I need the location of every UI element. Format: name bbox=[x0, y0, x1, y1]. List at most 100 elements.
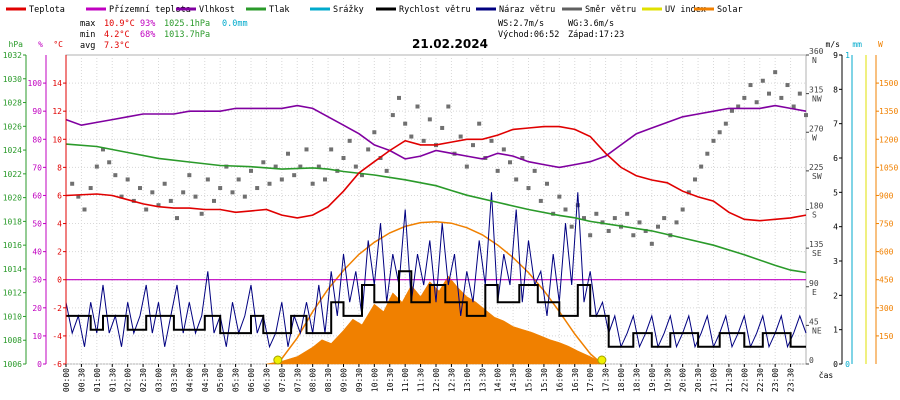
wind-dir-point-30 bbox=[255, 186, 260, 191]
legend-item-1: Přízemní teplota bbox=[86, 5, 191, 15]
wind-dir-point-70 bbox=[501, 147, 506, 152]
wind-dir-point-39 bbox=[310, 181, 315, 186]
legend-item-3: Tlak bbox=[246, 5, 289, 15]
wind-dir-point-33 bbox=[273, 164, 278, 169]
solar-tick-label-8: 1350 bbox=[879, 107, 898, 116]
time-tick-label-28: 14:00 bbox=[494, 368, 503, 392]
wind-dir-point-24 bbox=[218, 186, 223, 191]
legend: Teplota Přízemní teplota Vlhkost Tlak Srážky… bbox=[6, 5, 743, 15]
wind-dir-point-48 bbox=[366, 147, 371, 152]
wind-dir-point-63 bbox=[458, 134, 463, 139]
temperature-tick-label-0: -6 bbox=[52, 360, 62, 369]
wind-dir-point-91 bbox=[631, 233, 636, 238]
wind-dir-point-34 bbox=[279, 177, 284, 182]
time-tick-label-15: 07:30 bbox=[293, 368, 302, 392]
wind-dir-point-20 bbox=[193, 194, 198, 199]
legend-label-1: Přízemní teplota bbox=[109, 5, 191, 15]
humidity-axis-unit: % bbox=[38, 40, 43, 49]
pressure-tick-label-2: 1010 bbox=[3, 312, 22, 321]
wind-dir-point-114 bbox=[773, 70, 778, 75]
wind-dir-point-49 bbox=[372, 130, 377, 135]
wind-dir-point-12 bbox=[144, 207, 149, 212]
humidity-line bbox=[65, 104, 807, 169]
wind-dir-point-56 bbox=[415, 104, 420, 109]
wind-dir-point-17 bbox=[175, 216, 179, 221]
time-tick-label-9: 04:30 bbox=[201, 368, 210, 392]
stat-avg-label: avg bbox=[80, 41, 95, 51]
humidity-tick-label-10: 100 bbox=[28, 79, 43, 88]
wind-dir-point-37 bbox=[298, 164, 303, 169]
direction-tick-label-5: 225 bbox=[809, 163, 824, 172]
legend-item-4: Srážky bbox=[310, 5, 364, 15]
wind-dir-point-100 bbox=[686, 190, 691, 195]
temperature-line bbox=[65, 125, 807, 222]
time-tick-label-25: 12:30 bbox=[447, 368, 456, 392]
wind-dir-point-61 bbox=[446, 104, 451, 109]
wind-dir-point-81 bbox=[569, 224, 574, 229]
chart-date-title: 21.02.2024 bbox=[412, 37, 488, 51]
wind-dir-point-27 bbox=[236, 177, 241, 182]
legend-item-2: Vlhkost bbox=[176, 5, 235, 15]
direction-tick-label-1: 45 bbox=[809, 317, 819, 326]
solar-axis-unit: W bbox=[878, 40, 883, 49]
wind-dir-point-95 bbox=[656, 224, 660, 229]
time-tick-label-5: 02:30 bbox=[139, 368, 148, 392]
wind-dir-point-90 bbox=[625, 211, 630, 216]
wind-dir-point-118 bbox=[797, 91, 802, 96]
wind-dir-point-102 bbox=[699, 164, 704, 169]
solar-area bbox=[266, 275, 606, 365]
direction-name-1: NE bbox=[812, 326, 822, 335]
pressure-tick-label-11: 1028 bbox=[3, 99, 22, 108]
wind-dir-point-45 bbox=[347, 138, 352, 143]
wind-axis-unit: m/s bbox=[826, 40, 841, 49]
legend-item-5: Rychlost větru bbox=[376, 5, 471, 15]
wind-dir-point-5 bbox=[101, 147, 105, 152]
time-tick-label-22: 11:00 bbox=[401, 368, 410, 392]
wind-tick-label-7: 7 bbox=[833, 120, 838, 129]
humidity-tick-label-6: 60 bbox=[32, 191, 42, 200]
time-tick-label-31: 15:30 bbox=[540, 368, 549, 392]
wind-dir-point-74 bbox=[526, 186, 531, 191]
time-tick-label-32: 16:00 bbox=[555, 368, 564, 392]
wind-dir-point-77 bbox=[545, 181, 549, 186]
stat-min-press: 1013.7hPa bbox=[164, 30, 210, 40]
temperature-tick-label-5: 4 bbox=[57, 220, 62, 229]
legend-label-7: Směr větru bbox=[585, 5, 636, 15]
time-tick-label-18: 09:00 bbox=[340, 368, 349, 392]
legend-label-5: Rychlost větru bbox=[399, 5, 471, 15]
wind-dir-point-113 bbox=[767, 91, 771, 96]
solar-tick-label-4: 750 bbox=[879, 220, 894, 229]
direction-name-6: W bbox=[812, 133, 817, 142]
rain-tick-label-0: 0 bbox=[845, 360, 850, 369]
wind-dir-point-8 bbox=[119, 194, 124, 199]
pressure-tick-label-1: 1008 bbox=[3, 336, 22, 345]
rain-tick-label-1: 1 bbox=[845, 51, 850, 60]
stat-max-temp: 10.9°C bbox=[104, 19, 135, 29]
time-tick-label-30: 15:00 bbox=[525, 368, 534, 392]
legend-label-4: Srážky bbox=[333, 5, 364, 15]
wind-dir-point-72 bbox=[514, 177, 519, 182]
wind-dir-point-71 bbox=[508, 160, 512, 165]
temperature-tick-label-9: 12 bbox=[52, 107, 62, 116]
temperature-tick-label-8: 10 bbox=[52, 135, 62, 144]
wind-dir-point-76 bbox=[538, 198, 543, 203]
time-tick-label-0: 00:00 bbox=[62, 368, 71, 392]
stats-panel: max 10.9°C 93% 1025.1hPa 0.0mm min 4.2°C 68% 101… bbox=[80, 19, 624, 51]
wind-dir-point-64 bbox=[464, 164, 469, 169]
wind-dir-point-66 bbox=[477, 121, 482, 126]
wind-dir-point-106 bbox=[723, 121, 728, 126]
pressure-tick-label-9: 1024 bbox=[3, 146, 22, 155]
pressure-tick-label-8: 1022 bbox=[3, 170, 22, 179]
wind-tick-label-8: 8 bbox=[833, 85, 838, 94]
legend-item-8: UV index bbox=[642, 5, 706, 15]
direction-name-5: SW bbox=[812, 172, 822, 181]
wind-dir-point-85 bbox=[594, 211, 599, 216]
wind-dir-point-44 bbox=[341, 156, 346, 160]
stat-avg-temp: 7.3°C bbox=[104, 41, 130, 51]
wind-tick-label-9: 9 bbox=[833, 51, 838, 60]
pressure-tick-label-6: 1018 bbox=[3, 217, 22, 226]
time-tick-label-35: 17:30 bbox=[602, 368, 611, 392]
wind-tick-label-3: 3 bbox=[833, 257, 838, 266]
wind-dir-point-107 bbox=[730, 108, 734, 113]
solar-tick-label-1: 300 bbox=[879, 304, 894, 313]
